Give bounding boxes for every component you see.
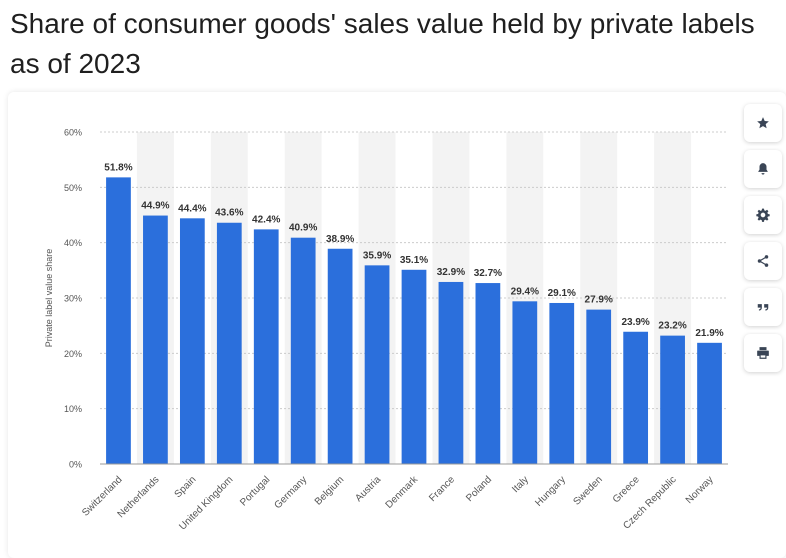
star-icon [757, 117, 769, 129]
y-tick-label: 20% [64, 349, 82, 359]
data-label: 43.6% [215, 208, 243, 219]
data-label: 29.1% [548, 288, 576, 299]
share-icon [757, 255, 769, 267]
y-tick-label: 0% [69, 460, 82, 470]
data-label: 44.4% [178, 203, 206, 214]
x-tick-label: Sweden [571, 474, 604, 507]
bar [253, 229, 279, 464]
bar [401, 269, 427, 464]
bar [290, 237, 316, 464]
settings-button[interactable] [744, 196, 782, 234]
x-tick-label: Norway [684, 474, 716, 506]
data-label: 21.9% [695, 328, 723, 339]
bar [143, 215, 168, 464]
bar [549, 302, 575, 464]
data-label: 23.9% [621, 317, 649, 328]
x-tick-label: France [427, 474, 457, 504]
share-button[interactable] [744, 242, 782, 280]
page-title: Share of consumer goods' sales value hel… [10, 4, 786, 84]
y-tick-label: 40% [64, 238, 82, 248]
bar [364, 265, 390, 464]
bar [660, 335, 685, 464]
bar [586, 309, 612, 464]
quote-icon [757, 304, 769, 311]
data-label: 40.9% [289, 223, 317, 234]
y-tick-label: 10% [64, 404, 82, 414]
data-label: 42.4% [252, 214, 280, 225]
x-tick-label: Italy [510, 474, 531, 495]
bar [623, 331, 649, 464]
print-button[interactable] [744, 334, 782, 372]
data-label: 35.9% [363, 250, 391, 261]
data-label: 29.4% [511, 286, 539, 297]
x-tick-label: Hungary [533, 474, 568, 509]
data-label: 44.9% [141, 201, 169, 212]
data-label: 23.2% [658, 321, 686, 332]
bar [106, 177, 131, 464]
bar [438, 281, 464, 464]
y-tick-label: 30% [64, 294, 82, 304]
bell-icon [758, 163, 768, 175]
x-tick-label: Germany [272, 474, 309, 511]
notification-button[interactable] [744, 150, 782, 188]
x-tick-label: Poland [464, 474, 494, 504]
bar [327, 248, 353, 464]
data-label: 51.8% [104, 162, 132, 173]
bar [512, 301, 538, 464]
bar [697, 342, 722, 464]
bar [179, 218, 205, 464]
x-tick-label: Belgium [313, 474, 346, 507]
x-tick-label: Austria [353, 474, 383, 504]
data-label: 32.7% [474, 268, 502, 279]
x-tick-label: Spain [173, 474, 199, 500]
cite-button[interactable] [744, 288, 782, 326]
bookmark-button[interactable] [744, 104, 782, 142]
y-axis-label: Private label value share [44, 249, 54, 348]
x-tick-label: Greece [611, 474, 642, 505]
print-icon [757, 347, 769, 359]
data-label: 27.9% [585, 295, 613, 306]
data-label: 35.1% [400, 255, 428, 266]
page-title-line1: Share of consumer goods' sales value hel… [10, 8, 755, 39]
y-tick-label: 60% [64, 128, 82, 138]
x-tick-label: Portugal [238, 474, 272, 508]
bar-chart: 0% 10% 20% 30% 40% 50% 60% Private label value … [44, 128, 728, 532]
data-label: 38.9% [326, 234, 354, 245]
page-title-line2: as of 2023 [10, 48, 141, 79]
chart-card: 0% 10% 20% 30% 40% 50% 60% Private label value … [8, 92, 786, 558]
x-tick-label: Denmark [384, 474, 421, 511]
gear-icon [756, 208, 770, 222]
y-tick-label: 50% [64, 183, 82, 193]
data-label: 32.9% [437, 267, 465, 278]
bar [216, 222, 242, 464]
bar [475, 283, 501, 464]
